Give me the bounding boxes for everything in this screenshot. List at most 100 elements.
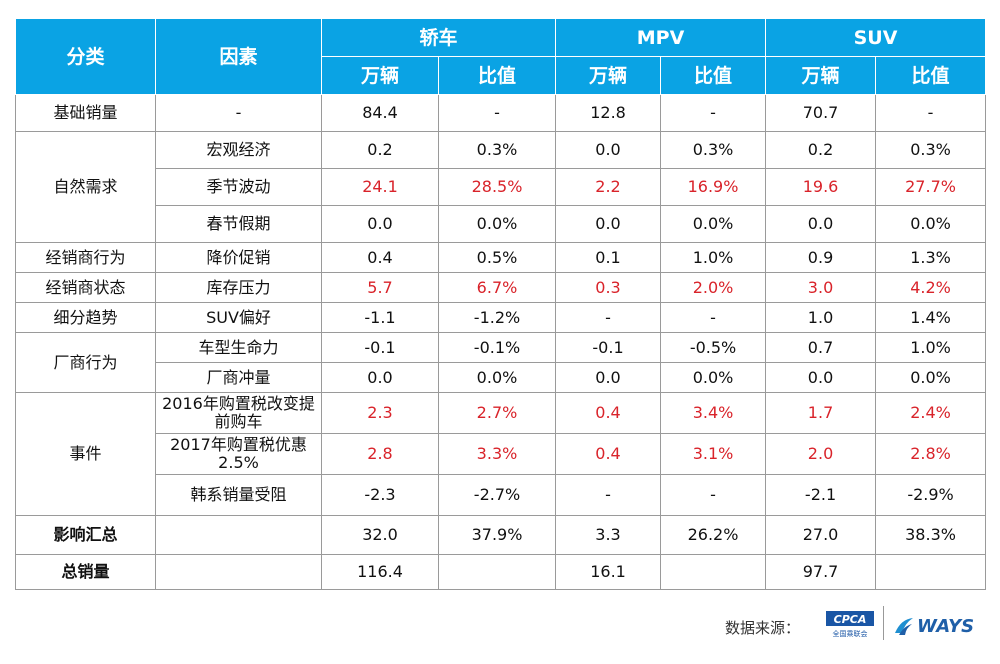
value-cell: 1.0% xyxy=(660,242,767,273)
value-cell: 70.7 xyxy=(765,94,877,132)
value-cell: 0.3% xyxy=(437,131,557,169)
header-group-sedan: 轿车 xyxy=(320,18,557,57)
value-cell: 24.1 xyxy=(321,168,439,206)
factor-cell: 车型生命力 xyxy=(155,332,322,363)
value-cell: 2.3 xyxy=(321,392,439,434)
table-row: 厂商冲量 0.0 0.0% 0.0 0.0% 0.0 0.0% xyxy=(16,362,987,393)
factor-cell: 季节波动 xyxy=(155,168,322,206)
ways-logo-text: WAYS xyxy=(917,615,975,637)
value-cell: 4.2% xyxy=(875,272,987,303)
value-cell: 0.0% xyxy=(437,362,557,393)
factor-cell xyxy=(155,554,322,590)
table-row: 厂商行为 车型生命力 -0.1 -0.1% -0.1 -0.5% 0.7 1.0… xyxy=(15,332,987,393)
value-cell: 0.0 xyxy=(555,131,662,169)
table-row: 季节波动 24.1 28.5% 2.2 16.9% 19.6 27.7% xyxy=(16,168,987,206)
value-cell: 1.0 xyxy=(765,302,877,333)
value-cell: 0.9 xyxy=(765,242,877,273)
factor-cell: - xyxy=(155,94,322,132)
value-cell: -0.1 xyxy=(555,332,662,363)
value-cell: 37.9% xyxy=(437,515,557,555)
value-cell: 26.2% xyxy=(660,515,767,555)
value-cell: 116.4 xyxy=(321,554,439,590)
value-cell: - xyxy=(875,94,987,132)
value-cell: 2.4% xyxy=(875,392,987,434)
header-sub-volume: 万辆 xyxy=(555,56,662,95)
value-cell: 0.0% xyxy=(660,205,767,243)
header-factor: 因素 xyxy=(155,18,322,95)
value-cell: -0.1% xyxy=(437,332,557,363)
value-cell: 27.7% xyxy=(875,168,987,206)
ways-logo: WAYS xyxy=(893,613,974,639)
value-cell: 28.5% xyxy=(437,168,557,206)
data-source-label: 数据来源： xyxy=(725,619,801,637)
value-cell: 2.0 xyxy=(765,433,877,475)
value-cell: 2.8 xyxy=(321,433,439,475)
value-cell: 3.3 xyxy=(555,515,662,555)
category-cell: 自然需求 xyxy=(15,131,156,243)
value-cell: 0.2 xyxy=(765,131,877,169)
factor-cell: 2017年购置税优惠2.5% xyxy=(155,433,322,475)
value-cell: 0.0 xyxy=(765,362,877,393)
header-sub-volume: 万辆 xyxy=(321,56,439,95)
value-cell: 3.0 xyxy=(765,272,877,303)
category-cell: 总销量 xyxy=(15,554,156,590)
header-group-mpv: MPV xyxy=(555,18,767,57)
category-cell: 经销商状态 xyxy=(15,272,156,303)
value-cell: -2.1 xyxy=(765,474,877,516)
value-cell: 0.0% xyxy=(437,205,557,243)
value-cell: 0.0% xyxy=(875,362,987,393)
category-cell: 细分趋势 xyxy=(15,302,156,333)
table-row: 2017年购置税优惠2.5% 2.8 3.3% 0.4 3.1% 2.0 2.8… xyxy=(16,433,987,475)
table-row: 春节假期 0.0 0.0% 0.0 0.0% 0.0 0.0% xyxy=(16,205,987,243)
value-cell: 27.0 xyxy=(765,515,877,555)
value-cell: -2.3 xyxy=(321,474,439,516)
factor-cell: 春节假期 xyxy=(155,205,322,243)
value-cell: 2.0% xyxy=(660,272,767,303)
value-cell: 16.1 xyxy=(555,554,662,590)
table-row: 事件 2016年购置税改变提前购车 2.3 2.7% 0.4 3.4% 1.7 … xyxy=(15,392,987,516)
sales-impact-table: 分类 因素 轿车 MPV SUV 万辆 比值 万辆 比值 万辆 比值 基础销量 … xyxy=(15,18,987,590)
table-row: 经销商行为 降价促销 0.4 0.5% 0.1 1.0% 0.9 1.3% xyxy=(15,242,987,273)
category-cell: 事件 xyxy=(15,392,156,516)
value-cell: -0.1 xyxy=(321,332,439,363)
value-cell: 16.9% xyxy=(660,168,767,206)
factor-cell: 厂商冲量 xyxy=(155,362,322,393)
value-cell: 1.7 xyxy=(765,392,877,434)
category-cell: 影响汇总 xyxy=(15,515,156,555)
value-cell: 2.2 xyxy=(555,168,662,206)
value-cell: 1.3% xyxy=(875,242,987,273)
value-cell: - xyxy=(437,94,557,132)
value-cell: 0.3% xyxy=(660,131,767,169)
table-row: 细分趋势 SUV偏好 -1.1 -1.2% - - 1.0 1.4% xyxy=(15,302,987,333)
value-cell: 6.7% xyxy=(437,272,557,303)
value-cell: 0.0 xyxy=(321,205,439,243)
value-cell: -1.1 xyxy=(321,302,439,333)
header-group-suv: SUV xyxy=(765,18,987,57)
value-cell: 0.0% xyxy=(660,362,767,393)
value-cell: 3.3% xyxy=(437,433,557,475)
value-cell: 38.3% xyxy=(875,515,987,555)
table-row: 经销商状态 库存压力 5.7 6.7% 0.3 2.0% 3.0 4.2% xyxy=(15,272,987,303)
value-cell: - xyxy=(555,302,662,333)
factor-cell: 库存压力 xyxy=(155,272,322,303)
value-cell: 0.0 xyxy=(555,362,662,393)
cpca-logo: CPCA 全国乘联会 xyxy=(826,611,874,638)
value-cell: - xyxy=(660,302,767,333)
value-cell xyxy=(437,554,557,590)
value-cell: 84.4 xyxy=(321,94,439,132)
table-row: 自然需求 宏观经济 0.2 0.3% 0.0 0.3% 0.2 0.3% xyxy=(15,131,987,243)
value-cell: 2.8% xyxy=(875,433,987,475)
value-cell: 3.4% xyxy=(660,392,767,434)
ways-swoosh-icon xyxy=(895,618,913,635)
value-cell: -2.7% xyxy=(437,474,557,516)
category-cell: 经销商行为 xyxy=(15,242,156,273)
header-category: 分类 xyxy=(15,18,156,95)
value-cell: 0.0 xyxy=(765,205,877,243)
value-cell: -0.5% xyxy=(660,332,767,363)
factor-cell: SUV偏好 xyxy=(155,302,322,333)
value-cell: 2.7% xyxy=(437,392,557,434)
value-cell: - xyxy=(660,474,767,516)
factor-cell: 2016年购置税改变提前购车 xyxy=(155,392,322,434)
factor-cell: 韩系销量受阻 xyxy=(155,474,322,516)
value-cell: 19.6 xyxy=(765,168,877,206)
